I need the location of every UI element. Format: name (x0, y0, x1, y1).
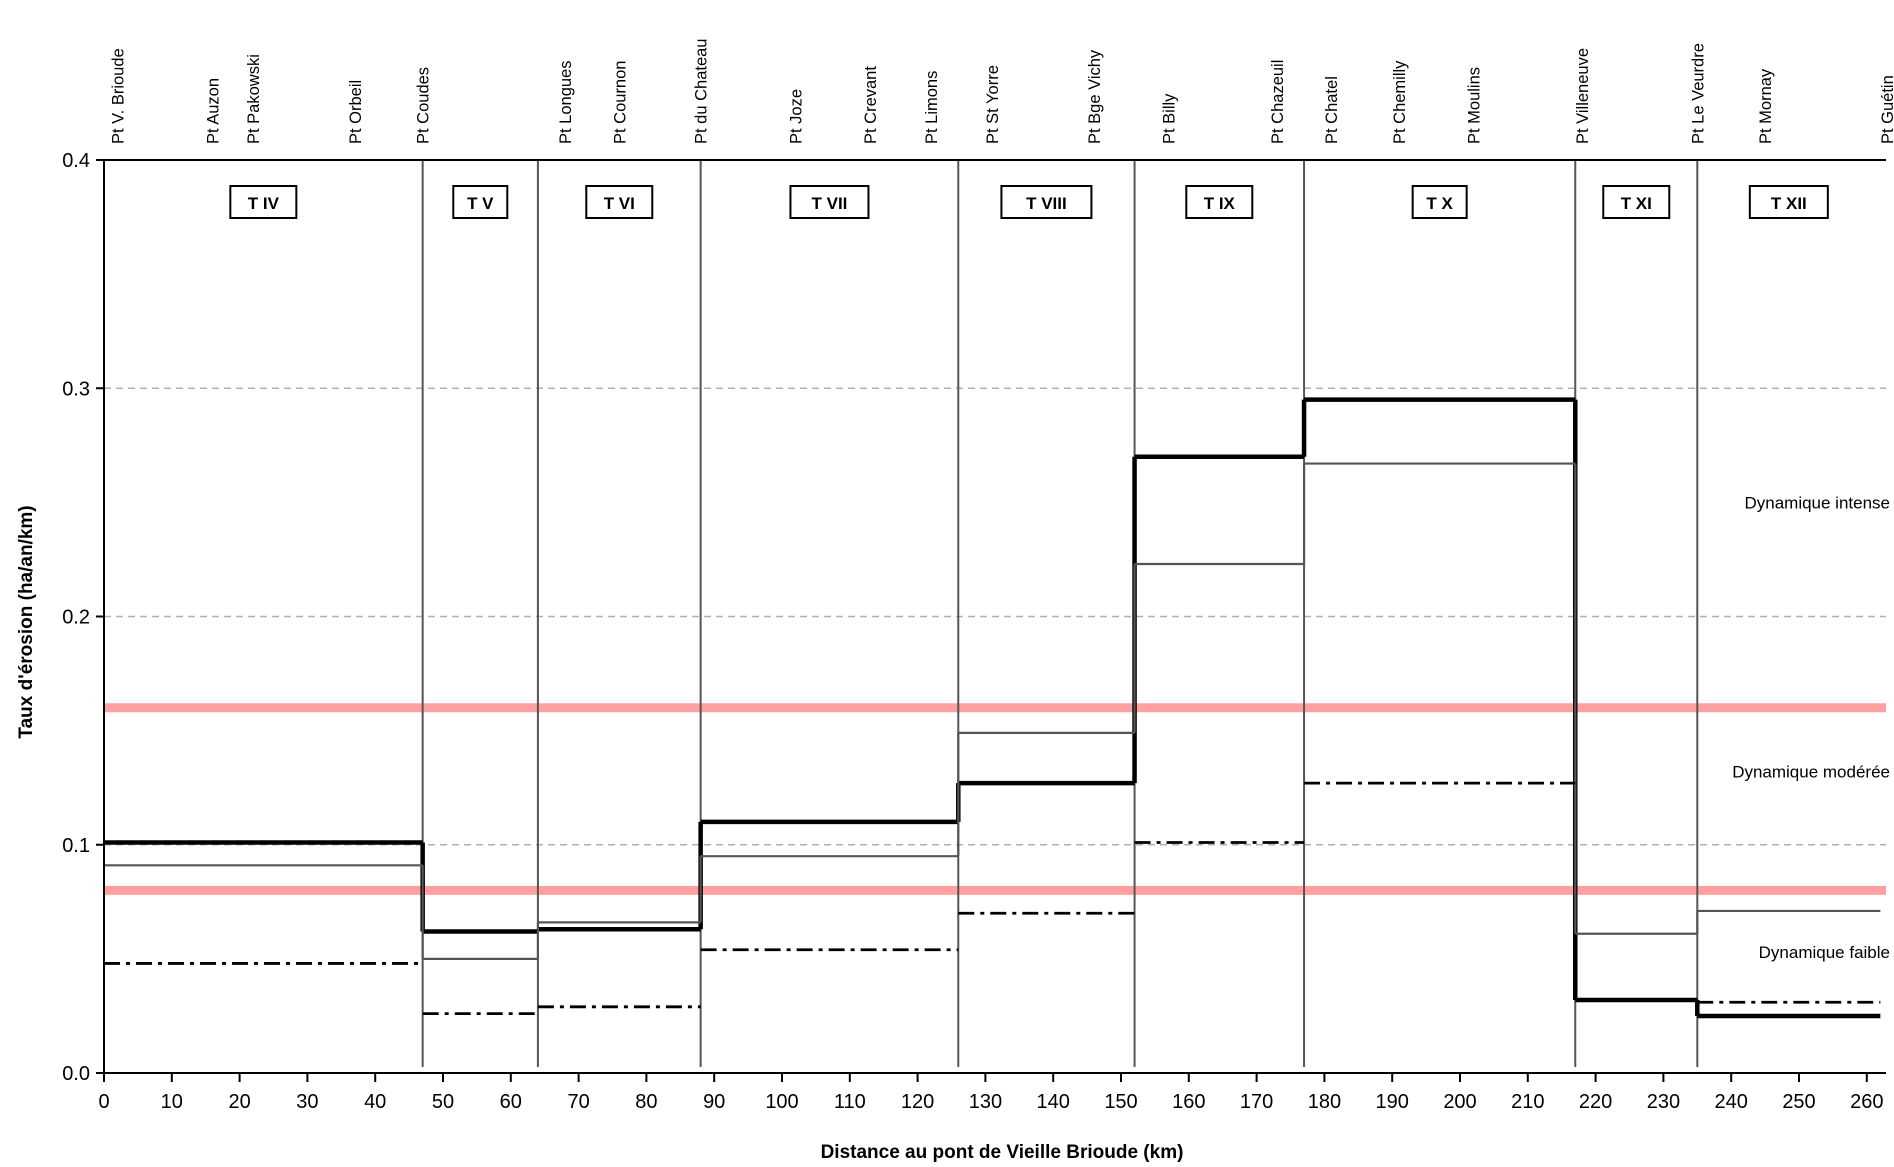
x-tick-label: 260 (1850, 1091, 1883, 1113)
y-tick-label: 0.0 (62, 1063, 90, 1085)
bridge-label: Pt Le Veurdre (1689, 43, 1707, 144)
x-axis-title: Distance au pont de Vieille Brioude (km) (821, 1142, 1184, 1163)
bridge-label: Pt Cournon (611, 61, 629, 144)
x-tick-label: 50 (432, 1091, 454, 1113)
bridge-label: Pt Moulins (1466, 67, 1484, 144)
zone-label: Dynamique faible (1759, 943, 1890, 962)
x-tick-label: 160 (1172, 1091, 1205, 1113)
x-tick-label: 180 (1308, 1091, 1341, 1113)
segment-label-box (1602, 185, 1671, 219)
bridge-label: Pt Orbeil (347, 80, 365, 144)
segment-label-box (585, 185, 654, 219)
zone-label: Dynamique intense (1744, 493, 1890, 512)
x-tick-label: 80 (635, 1091, 657, 1113)
zone-label: Dynamique modérée (1732, 763, 1890, 782)
x-tick-label: 60 (500, 1091, 522, 1113)
x-tick-label: 130 (969, 1091, 1002, 1113)
series-thin-solid (104, 462, 1881, 960)
segment-label: T VII (812, 194, 848, 213)
bridge-label: Pt Guétin (1879, 75, 1894, 144)
bridge-label: Pt Billy (1160, 93, 1178, 144)
x-tick-label: 210 (1511, 1091, 1544, 1113)
x-tick-label: 230 (1647, 1091, 1680, 1113)
segment-label: T IX (1204, 194, 1236, 213)
x-tick-label: 90 (703, 1091, 725, 1113)
x-tick-label: 40 (364, 1091, 386, 1113)
segment-label-box (1000, 185, 1093, 219)
y-tick-label: 0.2 (62, 607, 90, 629)
x-tick-label: 10 (161, 1091, 183, 1113)
bridge-label: Pt Joze (788, 89, 806, 144)
x-tick-label: 190 (1376, 1091, 1409, 1113)
bridge-label: Pt Crevant (862, 66, 880, 144)
bridge-label: Pt Chatel (1323, 76, 1341, 144)
bridge-label: Pt Bge Vichy (1086, 49, 1104, 144)
x-tick-label: 20 (228, 1091, 250, 1113)
x-tick-label: 70 (567, 1091, 589, 1113)
series-dash-dot (104, 781, 1881, 1016)
segment-label: T V (467, 194, 494, 213)
y-tick-label: 0.3 (62, 378, 90, 400)
bridge-label: Pt V. Brioude (110, 48, 128, 144)
y-tick-label: 0.4 (62, 150, 90, 172)
bridge-label: Pt Villeneuve (1574, 48, 1592, 144)
bridge-label: Pt Coudes (415, 67, 433, 144)
x-tick-label: 240 (1715, 1091, 1748, 1113)
x-tick-label: 0 (98, 1091, 109, 1113)
segment-label-box (789, 185, 870, 219)
segment-label: T XII (1771, 194, 1807, 213)
bridge-label: Pt Chemilly (1391, 60, 1409, 144)
x-tick-label: 120 (901, 1091, 934, 1113)
segment-label: T XI (1621, 194, 1652, 213)
x-tick-label: 30 (296, 1091, 318, 1113)
segment-label-box (1748, 185, 1829, 219)
x-tick-label: 140 (1037, 1091, 1070, 1113)
segment-label-box (452, 185, 509, 219)
segment-label: T X (1426, 194, 1453, 213)
x-tick-label: 100 (765, 1091, 798, 1113)
segment-label-box (229, 185, 298, 219)
bridge-label: Pt Mornay (1757, 68, 1775, 144)
x-tick-label: 110 (834, 1091, 866, 1113)
y-tick-label: 0.1 (62, 835, 90, 857)
bridge-label: Pt Limons (923, 71, 941, 144)
x-tick-label: 220 (1579, 1091, 1612, 1113)
bridge-label: Pt Longues (557, 61, 575, 144)
segment-label-box (1185, 185, 1254, 219)
bridge-label: Pt Auzon (204, 78, 222, 144)
x-tick-label: 150 (1104, 1091, 1137, 1113)
x-tick-label: 170 (1240, 1091, 1273, 1113)
x-tick-label: 200 (1443, 1091, 1476, 1113)
bridge-label: Pt St Yorre (984, 65, 1002, 144)
x-tick-label: 250 (1782, 1091, 1815, 1113)
segment-label: T IV (248, 194, 280, 213)
bridge-label: Pt Chazeuil (1269, 60, 1287, 144)
bridge-label: Pt du Chateau (693, 39, 711, 145)
segment-label: T VIII (1026, 194, 1067, 213)
y-axis-title: Taux d'érosion (ha/an/km) (16, 505, 37, 738)
segment-label: T VI (604, 194, 635, 213)
bridge-label: Pt Pakowski (245, 54, 263, 144)
segment-label-box (1411, 185, 1468, 219)
